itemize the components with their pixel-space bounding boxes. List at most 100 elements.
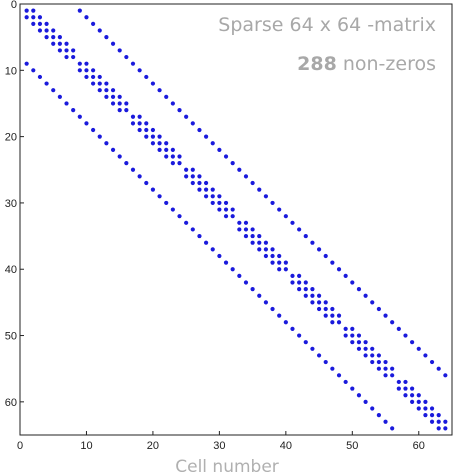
nonzero-point [117,107,122,113]
nonzero-point [104,94,109,99]
nonzero-point [297,227,302,232]
nonzero-point [190,227,195,232]
nonzero-point [157,194,162,199]
tick-group: 0 10 20 30 40 50 60 0 10 20 30 40 50 60 [5,0,425,452]
nonzero-point [217,147,222,152]
nonzero-point [217,200,222,206]
nonzero-point [157,134,162,139]
nonzero-point [71,107,76,113]
nonzero-point [37,28,43,33]
nonzero-point [330,313,335,318]
nonzero-point [297,280,302,285]
nonzero-point [383,419,388,424]
nonzero-point [130,61,136,66]
nonzero-point [250,227,255,232]
nonzero-point [51,41,56,46]
chart-title-line1: Sparse 64 x 64 -matrix [218,14,436,36]
nonzero-point [24,61,29,66]
nonzero-point [270,306,275,312]
nonzero-points [24,8,448,431]
nonzero-point [137,127,142,133]
nonzero-point [263,247,269,252]
nonzero-point [210,187,215,192]
nonzero-point [124,161,129,166]
nonzero-point [290,326,295,332]
nonzero-point [77,68,82,73]
nonzero-point [316,306,322,312]
nonzero-point [343,379,348,385]
nonzero-point [110,147,116,152]
nonzero-point [423,406,428,411]
nonzero-point [316,293,322,298]
nonzero-point [257,293,262,298]
nonzero-point [57,41,62,46]
nonzero-point [390,426,395,431]
nonzero-point [277,260,282,265]
nonzero-point [376,353,381,358]
nonzero-point [376,359,381,365]
nonzero-point [277,313,282,318]
nonzero-point [223,207,229,212]
nonzero-point [144,127,149,133]
nonzero-point [376,366,381,371]
nonzero-point [343,326,348,332]
nonzero-point [31,21,36,26]
nonzero-point [137,174,142,179]
nonzero-point [217,253,222,259]
nonzero-point [363,293,368,298]
nonzero-point [363,399,368,404]
nonzero-point [336,267,342,272]
nonzero-point [343,273,348,278]
nonzero-point [429,359,435,365]
nonzero-point [210,247,215,252]
nonzero-point [423,413,428,418]
nonzero-point [243,220,249,225]
nonzero-point [164,141,169,146]
nonzero-point [184,174,189,179]
nonzero-point [436,426,441,431]
nonzero-point [71,48,76,53]
nonzero-point [77,114,82,119]
nonzero-point [210,200,215,206]
nonzero-point [390,366,395,371]
nonzero-point [104,81,109,86]
nonzero-point [31,15,36,20]
nonzero-point [164,154,169,159]
nonzero-point [257,240,262,245]
nonzero-point [416,406,421,411]
nonzero-point [203,240,209,245]
nonzero-point [144,134,149,139]
nonzero-point [44,35,49,40]
nonzero-point [270,253,275,259]
nonzero-point [303,287,308,292]
nonzero-point [223,214,229,219]
nonzero-point [356,287,362,292]
nonzero-point [243,174,249,179]
nonzero-point [350,280,355,285]
nonzero-point [170,207,175,212]
nonzero-point [297,333,302,338]
nonzero-point [137,114,142,119]
nonzero-point [243,233,249,239]
nonzero-point [363,353,368,358]
nonzero-point [370,359,375,365]
y-tick-label: 30 [5,198,17,210]
nonzero-point [429,419,435,424]
nonzero-point [137,68,142,73]
nonzero-point [57,48,62,53]
nonzero-point [323,359,328,365]
nonzero-point [443,426,448,431]
nonzero-point [117,94,122,99]
nonzero-point [84,68,89,73]
nonzero-point [184,167,189,172]
nonzero-point [336,313,342,318]
nonzero-point [310,287,315,292]
nonzero-point [410,393,415,398]
nonzero-point [210,141,215,146]
nonzero-point [197,127,202,133]
nonzero-point [403,393,408,398]
nonzero-point [350,333,355,338]
nonzero-point [37,15,43,20]
x-tick-label: 30 [213,440,225,452]
